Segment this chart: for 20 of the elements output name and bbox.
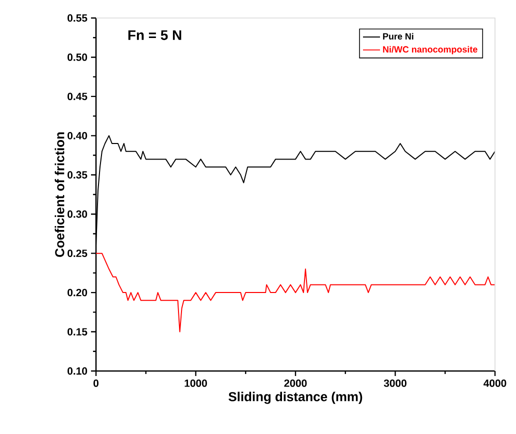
y-axis-title: Coeficient of friction xyxy=(54,132,64,257)
y-tick-label: 0.40 xyxy=(68,132,88,140)
y-tick-label: 0.55 xyxy=(68,14,88,22)
annotation: Fn = 5 N xyxy=(128,30,182,40)
x-tick-label: 4000 xyxy=(484,380,506,387)
y-tick-label: 0.30 xyxy=(68,210,88,218)
y-tick-label: 0.20 xyxy=(68,288,88,296)
y-tick-label: 0.45 xyxy=(68,92,88,100)
legend-label: Ni/WC nanocomposite xyxy=(383,46,478,54)
y-tick-label: 0.50 xyxy=(68,54,88,61)
y-tick-label: 0.10 xyxy=(68,367,88,375)
x-tick-label: 3000 xyxy=(384,380,406,387)
y-tick-label: 0.25 xyxy=(68,250,88,258)
x-tick-label: 0 xyxy=(94,380,98,387)
x-axis-title: Sliding distance (mm) xyxy=(228,392,362,404)
x-tick-label: 2000 xyxy=(284,380,307,387)
x-tick-label: 1000 xyxy=(184,380,207,387)
legend-label: Pure Ni xyxy=(383,32,414,40)
y-tick-label: 0.15 xyxy=(68,328,88,336)
y-tick-label: 0.35 xyxy=(68,171,88,179)
